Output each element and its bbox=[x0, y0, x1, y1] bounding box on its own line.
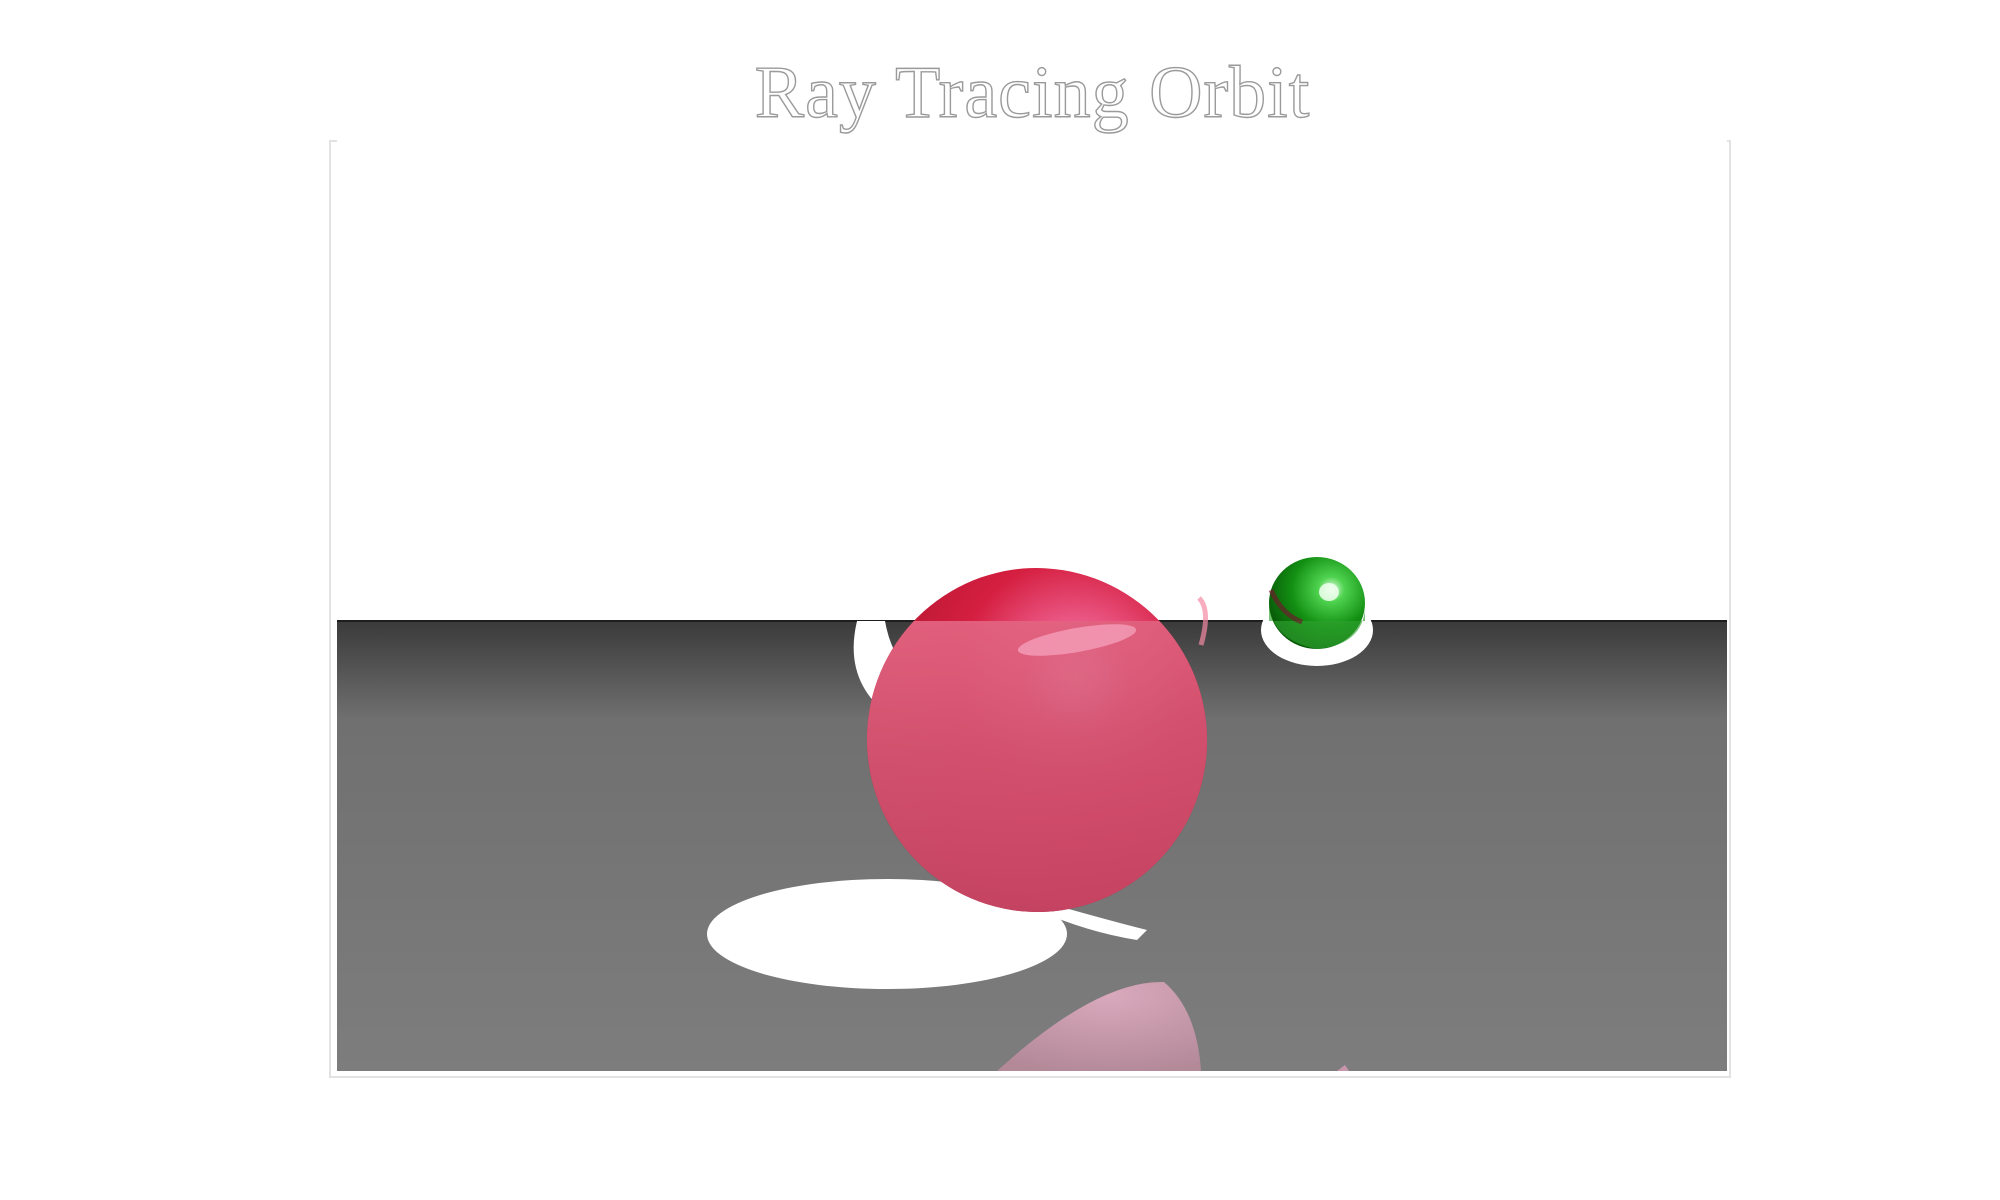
page-title: Ray Tracing Orbit bbox=[754, 51, 1311, 134]
large-shadow bbox=[707, 879, 1067, 989]
small-sphere[interactable] bbox=[1268, 557, 1365, 649]
sky bbox=[337, 140, 1727, 621]
small-specular-highlight bbox=[1319, 583, 1339, 601]
render-canvas[interactable] bbox=[337, 140, 1727, 1074]
sphere-reflection bbox=[997, 981, 1349, 1071]
specular-highlight bbox=[1066, 530, 1118, 574]
raytrace-scene bbox=[337, 140, 1727, 1071]
large-sphere[interactable] bbox=[845, 530, 1230, 934]
